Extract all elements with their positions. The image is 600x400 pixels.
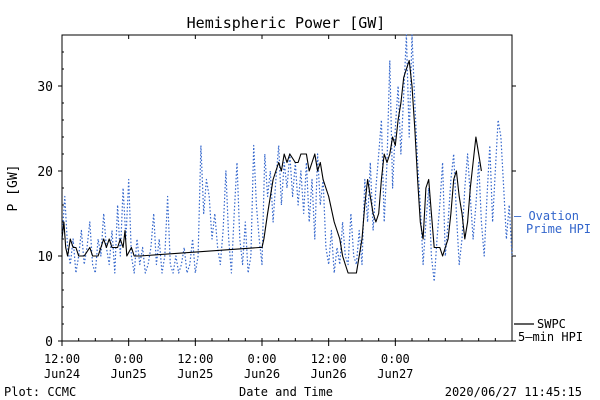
ovation-prime-series-line <box>61 34 513 283</box>
legend-ovation-line2: Prime HPI <box>526 222 591 236</box>
plot-credit: Plot: CCMC <box>4 385 76 399</box>
y-tick-label: 20 <box>37 165 53 180</box>
y-tick-label: 10 <box>37 250 53 265</box>
x-axis: 12:00Jun240:00Jun2512:00Jun250:00Jun2612… <box>44 35 513 381</box>
series-layer <box>61 34 513 283</box>
x-tick-label-time: 12:00 <box>311 352 347 366</box>
legend-ovation-line1: – Ovation <box>514 209 579 223</box>
x-tick-label-date: Jun25 <box>177 367 213 381</box>
y-axis-label: P [GW] <box>6 165 21 212</box>
y-axis: 0 10 20 30 <box>37 34 516 350</box>
y-tick-label: 30 <box>37 80 53 95</box>
x-tick-label-time: 12:00 <box>177 352 213 366</box>
x-tick-label-time: 0:00 <box>114 352 143 366</box>
x-tick-label-date: Jun26 <box>244 367 280 381</box>
chart-title: Hemispheric Power [GW] <box>187 14 386 32</box>
y-tick-label: 0 <box>45 335 53 350</box>
x-axis-label: Date and Time <box>239 385 333 399</box>
swpc-series-line <box>61 59 482 274</box>
legend-swpc-line1: SWPC <box>537 317 566 331</box>
x-tick-label-time: 0:00 <box>248 352 277 366</box>
x-tick-label-date: Jun25 <box>111 367 147 381</box>
x-tick-label-time: 0:00 <box>381 352 410 366</box>
x-tick-label-time: 12:00 <box>44 352 80 366</box>
plot-timestamp: 2020/06/27 11:45:15 <box>445 385 582 399</box>
legend-swpc-line2: 5–min HPI <box>518 330 583 344</box>
x-tick-label-date: Jun27 <box>377 367 413 381</box>
x-tick-label-date: Jun26 <box>311 367 347 381</box>
plot-frame <box>61 34 513 342</box>
x-tick-label-date: Jun24 <box>44 367 80 381</box>
